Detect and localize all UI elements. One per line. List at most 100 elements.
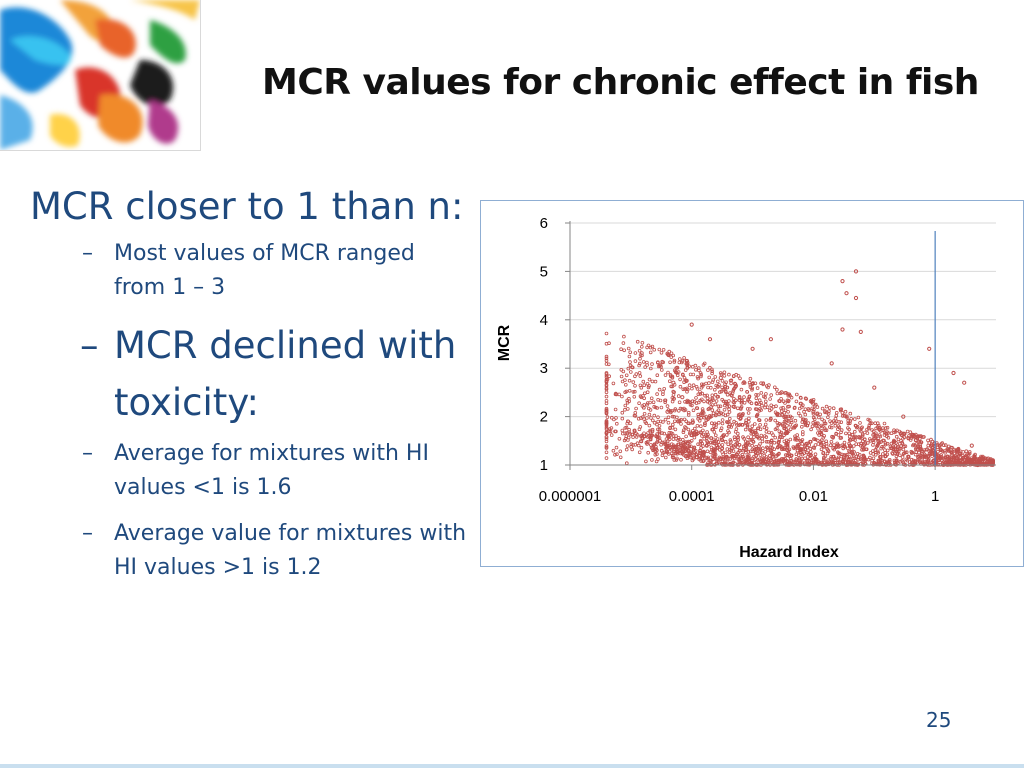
cloud-point [713,375,718,379]
cloud-point [885,452,890,457]
cloud-point [658,398,663,403]
cloud-point [688,430,693,435]
cloud-point [642,383,647,388]
cloud-point [725,392,730,397]
cloud-point [630,365,634,369]
cloud-point [735,406,740,411]
cloud-point [800,403,805,408]
cloud-point [858,421,862,425]
cloud-point [613,452,617,457]
cloud-point [778,460,783,464]
cloud-point [641,379,646,384]
cloud-point [680,450,684,455]
cloud-point [604,425,609,430]
cloud-point [829,440,834,444]
cloud-point [661,392,665,397]
cloud-point [670,453,675,458]
cloud-point [637,363,641,368]
cloud-point [623,390,628,395]
cloud-point [690,403,694,408]
cloud-point [666,443,671,448]
cloud-point [679,457,683,462]
cloud-point [604,435,609,439]
cloud-point [784,427,788,432]
cloud-point [643,365,648,369]
cloud-point [822,434,827,438]
cloud-point [950,445,954,450]
cloud-point [619,374,624,379]
cloud-point [840,411,845,415]
cloud-point [714,399,719,403]
cloud-point [907,460,912,464]
cloud-point [729,378,734,383]
cloud-point [755,386,760,390]
cloud-point [627,432,632,436]
cloud-point [763,399,768,404]
cloud-point [650,427,655,432]
cloud-point [670,432,675,436]
cloud-point [936,453,941,458]
y-tick-label: 5 [540,263,548,280]
cloud-point [785,431,789,435]
cloud-point [754,454,759,458]
cloud-point [614,429,618,434]
cloud-point [866,425,871,430]
cloud-point [691,383,696,388]
cloud-point [760,450,764,455]
cloud-point [691,364,695,369]
bullet-average-high-hi: – Average value for mixtures with HI val… [30,517,500,585]
cloud-point [716,379,720,384]
cloud-point [762,425,767,430]
cloud-point [924,447,929,452]
cloud-point [695,406,700,411]
cloud-point [655,440,659,445]
cloud-point [807,458,812,463]
cloud-point [633,359,638,363]
cloud-point [778,413,782,417]
cloud-point [786,399,791,403]
cloud-point [619,347,623,352]
cloud-point [746,411,751,415]
cloud-point [917,450,921,455]
cloud-point [966,453,971,457]
data-point [811,409,816,414]
cloud-point [690,433,694,438]
cloud-point [772,440,777,445]
cloud-point [747,459,751,464]
cloud-point [905,429,910,434]
cloud-point [794,457,799,461]
cloud-point [725,420,729,424]
cloud-point [907,434,911,438]
cloud-point [645,416,649,420]
cloud-point [859,441,863,446]
cloud-point [676,436,681,440]
cloud-point [758,453,763,457]
cloud-point [699,372,704,377]
cloud-point [991,459,995,464]
cloud-point [625,444,630,448]
cloud-point [604,421,609,426]
cloud-point [812,407,816,412]
cloud-point [681,372,685,377]
cloud-point [911,435,916,439]
cloud-point [851,444,856,448]
cloud-point [864,447,868,452]
cloud-point [852,417,857,421]
cloud-point [654,459,659,464]
sampled-points [647,269,980,468]
bullet-line: from 1 – 3 [114,275,226,300]
cloud-point [761,382,765,387]
cloud-point [949,450,953,454]
cloud-point [883,442,888,447]
cloud-point [746,450,751,454]
cloud-point [737,423,741,428]
cloud-point [672,396,676,401]
cloud-point [793,445,798,450]
cloud-point [853,423,858,428]
data-point [901,414,906,419]
cloud-point [743,439,748,444]
data-point [665,409,670,414]
cloud-point [852,460,857,465]
cloud-point [818,440,823,444]
cloud-point [695,387,700,391]
